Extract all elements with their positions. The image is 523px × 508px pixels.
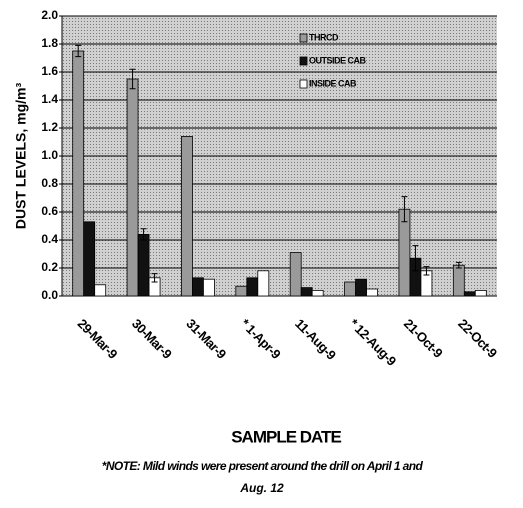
x-tick-label: 31-Mar-9	[183, 316, 229, 362]
bar	[192, 277, 204, 297]
bar	[126, 78, 139, 297]
error-bar	[401, 196, 408, 223]
bar	[474, 289, 487, 297]
x-tick-label: 21-Oct-9	[401, 316, 446, 361]
y-tick-label: 0.2	[41, 260, 58, 274]
bar	[94, 284, 107, 297]
bar	[72, 50, 85, 297]
y-tick-label: 1.4	[41, 92, 58, 106]
x-tick-label: 30-Mar-9	[129, 316, 175, 362]
x-tick-label: * 1-Apr-9	[238, 316, 284, 362]
y-tick-label: 0.4	[41, 232, 58, 246]
y-tick-label: 1.6	[41, 64, 58, 78]
error-bar	[151, 273, 158, 283]
error-bar	[129, 68, 136, 90]
error-bar	[75, 44, 82, 58]
y-axis-label: DUST LEVELS, mg/m³	[13, 83, 29, 230]
bar	[203, 278, 215, 297]
error-bar	[412, 245, 419, 272]
note: Aug. 12	[239, 481, 284, 495]
legend-label: OUTSIDE CAB	[309, 55, 367, 65]
bar	[355, 278, 367, 297]
x-tick-label: * 12-Aug-9	[347, 316, 400, 369]
y-tick-label: 1.2	[41, 120, 58, 134]
bar	[366, 288, 378, 297]
y-tick-label: 0.8	[41, 176, 58, 190]
legend-label: THRCD	[309, 32, 339, 42]
legend-swatch	[299, 33, 308, 43]
legend-label: INSIDE CAB	[309, 78, 357, 88]
legend-swatch	[299, 56, 308, 66]
bar	[311, 289, 324, 297]
error-bar	[140, 228, 147, 241]
error-bar	[423, 266, 430, 276]
y-tick-label: 0.0	[41, 288, 58, 302]
y-tick-label: 2.0	[41, 8, 58, 22]
x-axis-label: SAMPLE DATE	[231, 427, 341, 446]
bar	[452, 264, 465, 297]
error-bar	[455, 261, 462, 269]
bar	[137, 233, 150, 297]
bar	[463, 291, 476, 297]
bar	[300, 287, 313, 297]
x-tick-label: 29-Mar-9	[75, 316, 121, 362]
bar	[246, 277, 259, 297]
bar	[344, 281, 356, 297]
note: *NOTE: Mild winds were present around th…	[102, 459, 424, 473]
bar	[83, 221, 96, 297]
x-tick-label: 11-Aug-9	[292, 316, 339, 363]
x-tick-label: 22-Oct-9	[455, 316, 500, 361]
legend-swatch	[299, 79, 308, 89]
bar	[235, 285, 248, 297]
bar	[181, 135, 193, 297]
bar	[289, 252, 302, 297]
y-tick-label: 0.6	[41, 204, 58, 218]
bar	[257, 270, 270, 297]
y-tick-label: 1.8	[41, 36, 58, 50]
y-tick-label: 1.0	[41, 148, 58, 162]
